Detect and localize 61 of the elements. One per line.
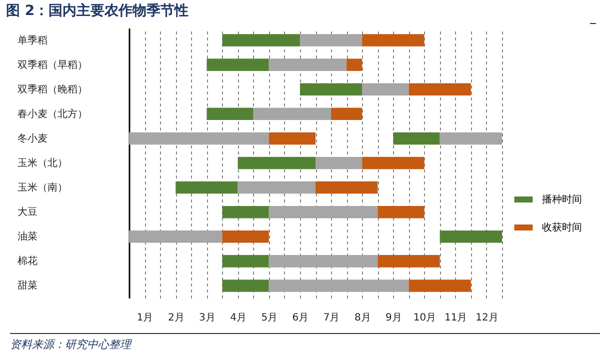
y-tick-label: 冬小麦 [18, 132, 48, 144]
bar [440, 230, 502, 243]
bar [440, 132, 502, 145]
bar [253, 108, 332, 120]
y-tick-label: 单季稻 [18, 34, 48, 46]
bar [316, 156, 362, 170]
x-tick-label: 2月 [168, 312, 184, 324]
bar [346, 58, 362, 71]
x-tick-label: 10月 [413, 312, 436, 324]
bar [129, 230, 222, 243]
y-tick-label: 双季稻（晚稻） [18, 83, 88, 96]
x-tick-label: 4月 [230, 312, 246, 324]
bar [268, 206, 378, 218]
bar [408, 280, 471, 292]
bar [362, 34, 424, 46]
x-tick-label: 6月 [292, 312, 309, 324]
y-tick-label: 棉花 [18, 255, 38, 268]
bar [222, 230, 269, 243]
bar [408, 83, 471, 96]
bar [222, 206, 269, 218]
bar [378, 206, 424, 218]
bar [268, 132, 316, 145]
bar [238, 181, 316, 194]
x-tick-label: 8月 [354, 312, 371, 324]
bar [222, 255, 269, 268]
bar [222, 34, 300, 46]
x-tick-label: 3月 [199, 312, 216, 324]
y-tick-label: 双季稻（早稻） [18, 58, 88, 71]
bar [206, 58, 269, 71]
bar [393, 132, 440, 145]
bar [316, 181, 378, 194]
x-tick-label: 11月 [444, 312, 468, 324]
bar [206, 108, 254, 120]
x-tick-label: 5月 [261, 312, 278, 324]
y-tick-label: 甜菜 [18, 280, 38, 292]
bar [238, 156, 316, 170]
bar [176, 181, 238, 194]
chart-title: 图 2：国内主要农作物季节性 [6, 2, 596, 24]
bar [378, 255, 440, 268]
legend-label: 收获时间 [542, 222, 582, 234]
y-tick-label: 大豆 [18, 206, 38, 218]
bar [129, 132, 269, 145]
x-tick-label: 7月 [323, 312, 340, 324]
text: 资料来源：研究中心整理 [10, 333, 600, 352]
legend-label: 播种时间 [542, 194, 582, 206]
bar [362, 156, 424, 170]
y-tick-label: 油菜 [18, 230, 38, 243]
bar [300, 34, 362, 46]
bar [362, 83, 409, 96]
bar [331, 108, 362, 120]
x-tick-label: 9月 [386, 312, 402, 324]
y-tick-label: 玉米（南） [18, 182, 68, 194]
bar [300, 83, 362, 96]
x-tick-label: 1月 [136, 312, 154, 324]
bar [268, 280, 409, 292]
bar [222, 280, 269, 292]
x-tick-label: 12月 [476, 312, 498, 324]
y-tick-label: 春小麦（北方） [18, 108, 88, 120]
bar [268, 58, 347, 71]
y-tick-label: 玉米（北） [18, 157, 68, 169]
bar [268, 255, 378, 268]
